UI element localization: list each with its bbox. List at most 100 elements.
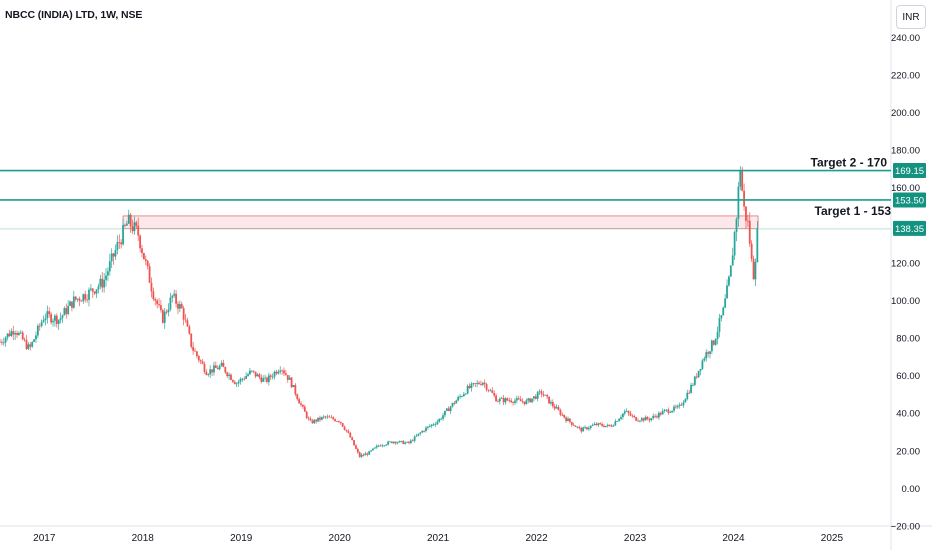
candle-up — [652, 416, 654, 418]
candle-up — [60, 318, 62, 320]
candle-up — [624, 411, 626, 413]
candle-up — [639, 421, 641, 422]
candle-up — [692, 385, 694, 386]
candle-down — [130, 215, 132, 227]
candle-down — [575, 426, 577, 427]
candle-up — [463, 394, 465, 396]
candle-down — [270, 375, 272, 376]
currency-button[interactable]: INR — [896, 5, 926, 29]
candle-down — [380, 446, 382, 447]
candle-up — [505, 398, 507, 402]
candle-down — [308, 418, 310, 419]
candle-down — [507, 398, 509, 400]
candle-up — [96, 289, 98, 293]
candle-down — [688, 393, 690, 394]
candle-down — [554, 406, 556, 408]
candle-up — [257, 374, 259, 376]
candle-down — [255, 372, 257, 377]
candle-down — [243, 379, 245, 380]
candle-up — [171, 296, 173, 298]
candle-down — [300, 403, 302, 404]
candle-up — [179, 304, 181, 309]
candle-down — [329, 417, 331, 418]
candle-down — [675, 407, 677, 408]
candle-up — [499, 399, 501, 402]
candle-down — [200, 360, 202, 361]
candle-up — [272, 377, 274, 378]
y-tick-label: 0.00 — [902, 484, 921, 495]
candle-up — [168, 309, 170, 312]
candle-down — [357, 449, 359, 452]
last-price-label: 138.35 — [895, 224, 924, 235]
candle-up — [425, 428, 427, 431]
chart-title: NBCC (INDIA) LTD, 1W, NSE — [5, 9, 142, 21]
candle-up — [37, 326, 39, 336]
candle-down — [741, 170, 743, 191]
candle-down — [603, 426, 605, 427]
candle-down — [310, 419, 312, 421]
candle-up — [709, 351, 711, 354]
candle-down — [743, 191, 745, 207]
candle-up — [105, 276, 107, 280]
candle-down — [232, 380, 234, 382]
candle-up — [69, 301, 71, 305]
candle-up — [46, 311, 48, 318]
candle-up — [169, 298, 171, 310]
candle-up — [164, 312, 166, 323]
candle-down — [667, 410, 669, 413]
candle-down — [253, 371, 255, 372]
candle-up — [702, 360, 704, 368]
candle-down — [520, 399, 522, 401]
candle-up — [372, 448, 374, 450]
candle-down — [84, 294, 86, 299]
candle-up — [686, 393, 688, 399]
candle-down — [408, 442, 410, 443]
candle-up — [514, 401, 516, 403]
candle-down — [524, 402, 526, 404]
candle-up — [399, 441, 401, 442]
candle-up — [397, 442, 399, 443]
candle-up — [128, 215, 130, 224]
candle-down — [707, 352, 709, 354]
candle-up — [614, 421, 616, 425]
candle-down — [196, 352, 198, 356]
candle-down — [306, 412, 308, 418]
candle-up — [550, 402, 552, 403]
candle-down — [1, 342, 3, 343]
candle-up — [459, 396, 461, 397]
price-badge-label: 169.15 — [895, 166, 924, 177]
candle-up — [501, 398, 503, 399]
candle-down — [338, 421, 340, 422]
candle-up — [313, 420, 315, 423]
candle-up — [115, 250, 117, 257]
candle-up — [671, 411, 673, 412]
y-tick-label: 120.00 — [891, 258, 920, 269]
candle-up — [400, 441, 402, 442]
candle-down — [599, 423, 601, 424]
candle-down — [512, 402, 514, 403]
candle-down — [48, 311, 50, 314]
candle-up — [720, 315, 722, 318]
candle-up — [429, 426, 431, 427]
candle-up — [476, 383, 478, 384]
candle-down — [493, 393, 495, 396]
candle-up — [719, 318, 721, 331]
y-tick-label: 60.00 — [896, 371, 920, 382]
x-tick-label: 2017 — [33, 533, 56, 544]
candle-up — [433, 425, 435, 426]
candle-up — [31, 342, 33, 347]
candle-up — [544, 395, 546, 396]
candle-up — [213, 365, 215, 372]
candle-down — [294, 385, 296, 394]
candle-up — [705, 352, 707, 358]
candle-down — [412, 440, 414, 441]
candle-down — [177, 304, 179, 309]
candle-up — [247, 374, 249, 376]
candle-down — [224, 367, 226, 372]
candle-down — [94, 292, 96, 294]
candle-down — [22, 333, 24, 340]
candle-down — [205, 372, 207, 375]
candle-up — [436, 422, 438, 424]
